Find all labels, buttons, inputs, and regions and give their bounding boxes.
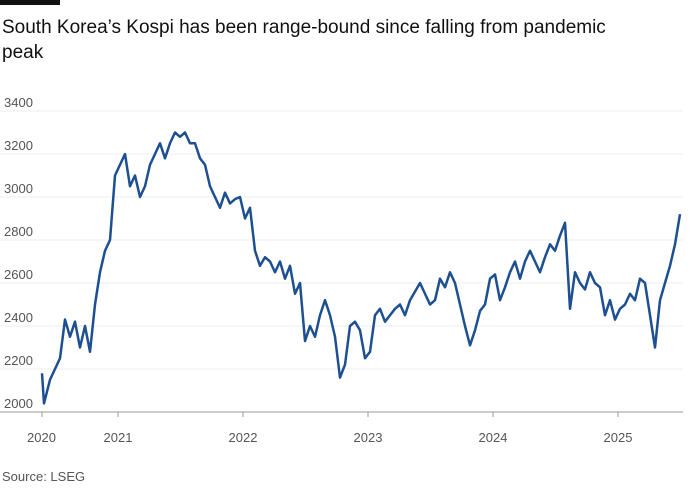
- y-tick-label: 2800: [4, 224, 33, 239]
- x-tick-label: 2022: [229, 430, 258, 445]
- x-tick-label: 2025: [604, 430, 633, 445]
- x-tick-label: 2021: [104, 430, 133, 445]
- chart-title: South Korea’s Kospi has been range-bound…: [2, 17, 611, 63]
- x-tick-label: 2020: [27, 430, 56, 445]
- y-tick-label: 3400: [4, 95, 33, 110]
- y-tick-label: 3200: [4, 138, 33, 153]
- y-tick-label: 2400: [4, 310, 33, 325]
- y-tick-label: 3000: [4, 181, 33, 196]
- title-line: peak: [2, 42, 44, 63]
- source: Source: LSEG: [2, 469, 85, 484]
- x-tick-label: 2023: [354, 430, 383, 445]
- title-line: South Korea’s Kospi has been range-bound…: [2, 17, 606, 38]
- brand-bar: [0, 0, 60, 5]
- x-tick-label: 2024: [479, 430, 508, 445]
- y-tick-label: 2600: [4, 267, 33, 282]
- y-tick-label: 2000: [4, 396, 33, 411]
- line-series: [40, 131, 682, 405]
- y-tick-label: 2200: [4, 353, 33, 368]
